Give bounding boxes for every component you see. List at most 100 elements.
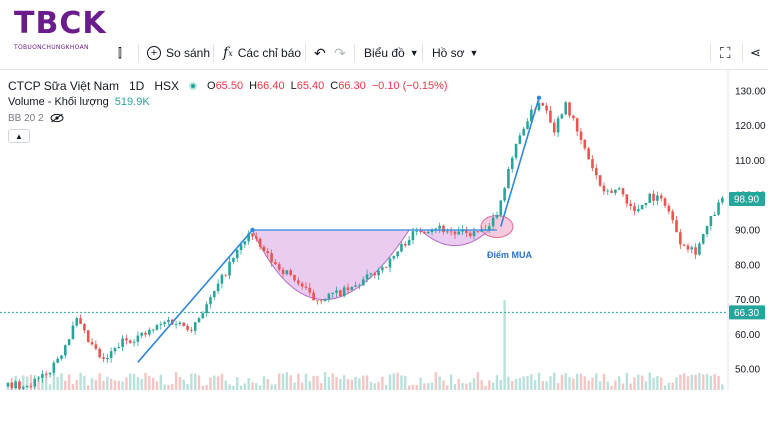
candle-body bbox=[400, 244, 403, 252]
volume-bar bbox=[537, 372, 541, 390]
share-icon: ⋖ bbox=[750, 45, 761, 60]
fullscreen-button[interactable]: ⛶ bbox=[720, 36, 736, 70]
candle-body bbox=[419, 230, 422, 232]
price-chart[interactable]: 50.0060.0070.0080.0090.00100.00110.00120… bbox=[0, 70, 768, 390]
candle-body bbox=[701, 234, 705, 244]
legend-volume-row: Volume - Khối lượng 519.9K bbox=[8, 94, 454, 110]
volume-bar bbox=[289, 375, 292, 390]
volume-bar bbox=[388, 374, 392, 390]
candle-body bbox=[465, 229, 468, 233]
volume-bar bbox=[220, 373, 224, 390]
volume-bar bbox=[327, 377, 331, 390]
volume-bar bbox=[320, 383, 323, 390]
candle-body bbox=[6, 382, 10, 387]
candle-body bbox=[388, 258, 392, 268]
redo-button[interactable]: ↷ bbox=[334, 36, 351, 70]
volume-bar bbox=[572, 378, 575, 390]
volume-bar bbox=[518, 378, 522, 390]
volume-bar bbox=[67, 374, 71, 390]
candle-body bbox=[132, 341, 136, 343]
volume-bar bbox=[228, 384, 231, 390]
volume-bar bbox=[129, 373, 132, 390]
candle-body bbox=[251, 233, 254, 237]
volume-bar bbox=[109, 378, 113, 390]
volume-bar bbox=[396, 372, 399, 390]
volume-bar bbox=[25, 376, 29, 390]
volume-bar bbox=[373, 383, 376, 390]
candle-body bbox=[510, 157, 514, 169]
price-tags: 98.90 66.30 bbox=[729, 192, 765, 320]
compare-button[interactable]: + So sánh bbox=[147, 36, 210, 70]
candle-body bbox=[365, 274, 369, 280]
candle-body bbox=[193, 322, 197, 331]
redo-icon: ↷ bbox=[334, 44, 346, 61]
candle-body bbox=[671, 211, 674, 221]
volume-bar bbox=[457, 378, 460, 390]
volume-bar bbox=[442, 380, 445, 390]
candle-chart-icon[interactable]: ⫿ bbox=[118, 45, 122, 60]
volume-bar bbox=[663, 385, 667, 390]
volume-bar bbox=[224, 380, 227, 390]
candle-body bbox=[568, 102, 571, 116]
candle-body bbox=[560, 114, 564, 119]
candle-body bbox=[71, 325, 75, 340]
candle-body bbox=[579, 131, 583, 140]
volume-bar bbox=[22, 375, 25, 390]
volume-bar bbox=[312, 375, 315, 390]
volume-label: Volume - Khối lượng bbox=[8, 96, 109, 108]
volume-bar bbox=[476, 372, 480, 390]
volume-bar bbox=[354, 376, 357, 390]
candle-body bbox=[159, 324, 163, 326]
candle-body bbox=[163, 322, 166, 325]
open-label: O bbox=[207, 80, 216, 92]
candle-body bbox=[705, 226, 709, 235]
candle-body bbox=[575, 118, 579, 132]
volume-bar bbox=[281, 373, 285, 390]
undo-button[interactable]: ↶ bbox=[314, 36, 331, 70]
volume-bar bbox=[553, 372, 556, 390]
volume-bar bbox=[106, 376, 109, 390]
toolbar-divider bbox=[710, 44, 711, 62]
share-button[interactable]: ⋖ bbox=[750, 36, 766, 70]
candle-body bbox=[423, 231, 426, 234]
volume-bar bbox=[633, 377, 636, 390]
volume-bar bbox=[48, 384, 52, 390]
volume-bar bbox=[79, 372, 82, 390]
volume-bar bbox=[469, 382, 472, 390]
volume-bar bbox=[232, 385, 235, 390]
collapse-legend-button[interactable]: ▲ bbox=[8, 129, 30, 143]
candle-body bbox=[434, 228, 438, 230]
volume-bar bbox=[446, 385, 449, 390]
candle-body bbox=[488, 226, 491, 231]
volume-bar bbox=[362, 375, 365, 390]
volume-bar bbox=[434, 372, 438, 390]
candle-body bbox=[216, 283, 220, 292]
candle-body bbox=[468, 232, 472, 237]
chart-type-dropdown[interactable]: Biểu đồ ▼ bbox=[364, 36, 419, 70]
profile-dropdown[interactable]: Hồ sơ ▼ bbox=[432, 36, 478, 70]
price-axis[interactable]: 50.0060.0070.0080.0090.00100.00110.00120… bbox=[735, 86, 766, 375]
candle-body bbox=[342, 287, 346, 297]
symbol-exchange: HSX bbox=[154, 79, 179, 93]
candle-body bbox=[44, 373, 48, 375]
legend-indicator-row[interactable]: BB 20 2 bbox=[8, 110, 454, 126]
volume-bar bbox=[480, 380, 483, 390]
candle-body bbox=[319, 300, 323, 302]
candle-body bbox=[415, 230, 419, 232]
candle-body bbox=[335, 290, 338, 293]
volume-bar bbox=[465, 383, 468, 390]
volume-bar bbox=[618, 376, 621, 390]
volume-bar bbox=[587, 380, 590, 390]
candle-body bbox=[41, 373, 44, 378]
volume-bar bbox=[71, 383, 75, 390]
candle-body bbox=[212, 291, 216, 298]
eye-hidden-icon[interactable] bbox=[50, 113, 64, 123]
candle-body bbox=[491, 217, 495, 227]
volume-bar bbox=[56, 376, 59, 390]
candle-body bbox=[281, 269, 285, 275]
candle-body bbox=[289, 270, 292, 275]
candle-body bbox=[377, 270, 380, 276]
volume-bar bbox=[545, 381, 548, 390]
volume-bar bbox=[102, 380, 105, 390]
